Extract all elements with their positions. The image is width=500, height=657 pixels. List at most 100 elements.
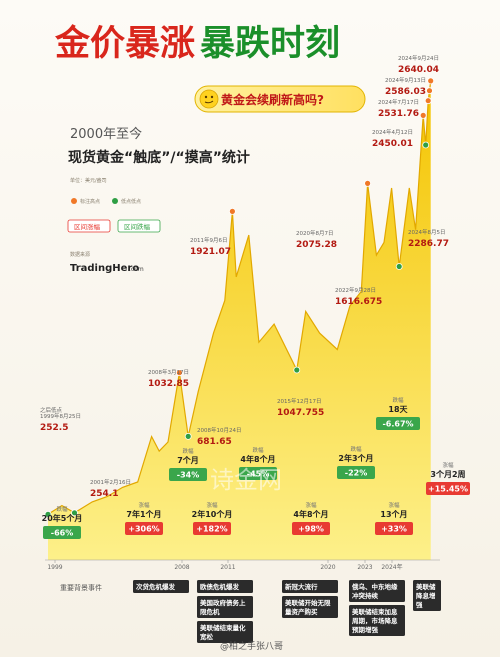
- annotation-value: 2640.04: [398, 65, 439, 75]
- event-text: 美联储开始无限: [285, 598, 331, 607]
- event-text: 限危机: [200, 607, 220, 616]
- annotation-value: 2450.01: [372, 139, 413, 149]
- period-tag: 涨幅: [388, 501, 400, 509]
- price-marker: [71, 509, 78, 517]
- price-marker: [426, 87, 433, 95]
- legend-rise-label: 区间涨幅: [74, 222, 101, 231]
- period-change-badge: [375, 522, 413, 535]
- legend-low-label: 低点低点: [121, 198, 141, 205]
- event-text: 冲突持续: [352, 591, 379, 600]
- x-tick-label: 2008: [174, 564, 189, 571]
- annotation-value: 2531.76: [378, 109, 419, 119]
- period-change-badge: [169, 468, 207, 481]
- brand-tag: 数据来源: [70, 251, 90, 258]
- period-change-badge: [43, 526, 81, 539]
- period-tag: 涨幅: [206, 501, 218, 509]
- page-title-part-a: 金价暴涨: [54, 23, 195, 64]
- legend-fall-badge: [117, 219, 161, 233]
- annotation-date: 2024年9月24日: [398, 54, 439, 62]
- period-duration: 4年8个月: [293, 509, 328, 519]
- annotation-value: 2075.28: [296, 240, 337, 250]
- price-area-fill: [48, 80, 431, 561]
- period-change-badge: [292, 522, 330, 535]
- period-duration: 18天: [388, 405, 408, 414]
- annotation-value: 681.65: [197, 437, 232, 447]
- event-text: 预期增强: [352, 625, 379, 634]
- price-marker: [184, 432, 192, 440]
- x-tick-label: 2024年: [381, 563, 402, 571]
- period-change: +306%: [128, 525, 159, 534]
- annotation-date: 2024年4月12日: [372, 128, 413, 136]
- event-text: 量资产购买: [285, 607, 318, 616]
- period-change: -34%: [177, 471, 199, 480]
- x-tick-label: 2020: [320, 564, 335, 571]
- annotation-value: 252.5: [40, 423, 68, 433]
- price-marker: [44, 510, 52, 518]
- period-change: +33%: [381, 525, 407, 534]
- annotation-value: 1032.85: [148, 379, 189, 389]
- period-tag: 跌幅: [252, 446, 264, 454]
- annotation-date: 2001年2月16日: [90, 478, 131, 486]
- events-label: 重要背景事件: [60, 583, 102, 592]
- annotation-date: 2022年9月28日: [335, 286, 376, 294]
- period-duration: 7个月: [177, 455, 199, 465]
- price-marker: [293, 366, 301, 374]
- page-title-part-b: 暴跌时刻: [200, 24, 340, 64]
- event-text: 周期，市场降息: [352, 616, 398, 625]
- legend-rise-badge: [67, 219, 111, 233]
- thinking-emoji-icon: [199, 89, 219, 109]
- price-line: [47, 80, 432, 515]
- legend-fall-label: 区间跌幅: [124, 222, 151, 231]
- annotation-value: 2586.03: [385, 87, 426, 97]
- period-change: -45%: [247, 470, 269, 479]
- legend-high-label: 标注高点: [80, 198, 100, 205]
- period-change-badge: [376, 417, 420, 430]
- period-tag: 涨幅: [442, 461, 454, 469]
- price-marker: [427, 77, 435, 85]
- legend-low-dot-icon: [112, 198, 118, 204]
- annotation-date: 2011年9月6日: [190, 236, 228, 244]
- event-text: 宽松: [199, 632, 214, 641]
- annotation-date: 之后低点: [40, 406, 63, 414]
- annotation-date: 2015年12月17日: [277, 397, 322, 405]
- period-duration: 4年8个月: [240, 454, 275, 464]
- period-duration: 3个月2周: [430, 469, 465, 479]
- brand-suffix: .com: [129, 266, 144, 273]
- price-marker: [424, 97, 432, 105]
- annotation-value: 1047.755: [277, 408, 324, 418]
- event-box: [197, 580, 253, 593]
- event-text: 新冠大流行: [285, 582, 318, 591]
- event-box: [197, 621, 253, 643]
- period-tag: 涨幅: [138, 501, 150, 509]
- annotation-value: 254.1: [90, 489, 118, 499]
- event-text: 强: [416, 601, 423, 609]
- price-marker: [422, 141, 430, 149]
- period-change: -66%: [51, 529, 73, 538]
- x-axis-ticks: 1999 2008 2011 2020 2023 2024年: [47, 560, 403, 571]
- question-banner: [194, 85, 366, 113]
- annotation-date: 1999年8月25日: [40, 412, 81, 420]
- event-text: 欧债危机爆发: [200, 582, 240, 591]
- legend-high-dot-icon: [71, 198, 77, 204]
- price-marker: [228, 207, 236, 215]
- annotation-value: 1616.675: [335, 297, 382, 307]
- period-tag: 跌幅: [56, 505, 68, 513]
- event-text: 美国政府债务上: [200, 598, 246, 607]
- brand-name: TradingHero: [70, 263, 139, 274]
- watermark-text: 诗金网: [210, 466, 282, 494]
- period-badges: 跌幅20年5个月-66%涨幅7年1个月+306%跌幅7个月-34%涨幅2年10个…: [42, 396, 470, 539]
- event-box: [282, 580, 338, 593]
- period-tag: 跌幅: [182, 447, 194, 455]
- author-credit: @柏之手张八哥: [220, 640, 283, 652]
- period-tag: 跌幅: [350, 445, 362, 453]
